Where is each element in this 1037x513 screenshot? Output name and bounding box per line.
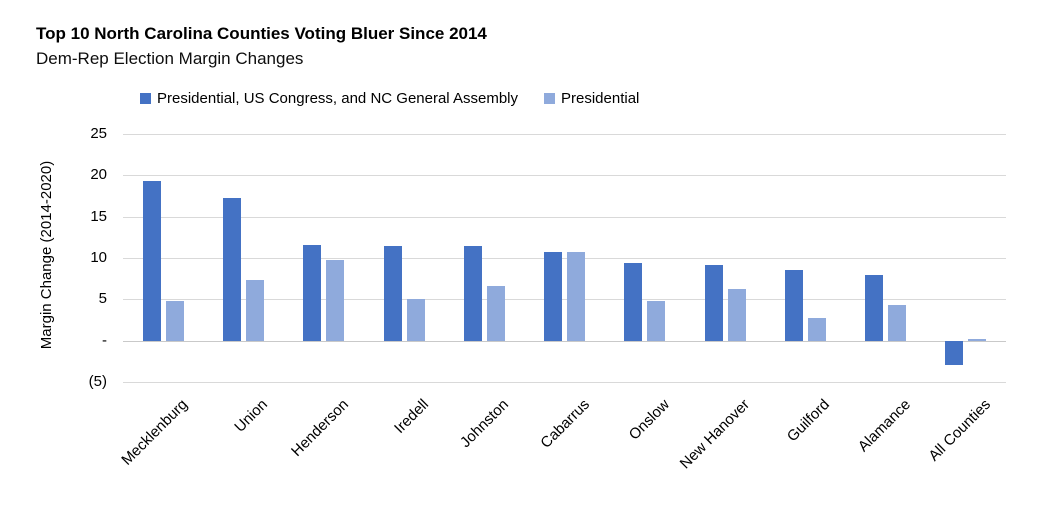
legend-label: Presidential (561, 90, 640, 107)
bar-congress-assembly (865, 275, 884, 341)
bar-presidential (647, 301, 666, 341)
bar-congress-assembly (463, 246, 482, 341)
bar-presidential (486, 286, 505, 341)
bar-congress-assembly (945, 340, 964, 366)
legend-swatch-dark-blue-icon (140, 93, 151, 104)
legend-item-presidential: Presidential (544, 90, 639, 107)
y-tick-label: 25 (90, 125, 107, 142)
y-tick-label: 5 (98, 290, 107, 308)
gridline (123, 340, 1006, 342)
bar-presidential (245, 280, 264, 341)
bar-presidential (807, 317, 826, 341)
gridline (123, 299, 1006, 301)
gridline (123, 134, 1006, 135)
bar-presidential (888, 305, 907, 341)
gridline (123, 216, 1006, 218)
bar-congress-assembly (142, 181, 161, 341)
legend-swatch-light-blue-icon (544, 93, 555, 104)
y-tick-label: 20 (90, 166, 107, 184)
bar-congress-assembly (544, 252, 562, 341)
gridline (123, 175, 1006, 177)
bar-presidential (968, 339, 987, 341)
bar-presidential (406, 299, 425, 341)
legend-label: Presidential, US Congress, and NC Genera… (157, 90, 518, 107)
y-tick-label: - (102, 331, 107, 349)
gridline (123, 382, 1006, 383)
y-axis-title: Margin Change (2014-2020) (38, 160, 55, 350)
legend: Presidential, US Congress, and NC Genera… (140, 90, 639, 107)
bar-congress-assembly (704, 265, 723, 341)
legend-item-congress-assembly: Presidential, US Congress, and NC Genera… (140, 90, 518, 107)
y-tick-label: (5) (88, 373, 107, 390)
bar-congress-assembly (383, 245, 402, 341)
bar-congress-assembly (303, 244, 322, 341)
y-tick-label: 10 (90, 249, 107, 266)
chart-title: Top 10 North Carolina Counties Voting Bl… (36, 24, 487, 43)
bar-presidential (727, 288, 746, 341)
y-tick-label: 15 (90, 207, 107, 225)
bar-congress-assembly (222, 197, 241, 341)
bar-congress-assembly (784, 270, 803, 341)
bar-presidential (326, 259, 345, 341)
bar-presidential (165, 301, 184, 341)
gridline (123, 258, 1006, 259)
bar-presidential (567, 252, 585, 341)
bar-congress-assembly (624, 263, 643, 341)
chart-subtitle: Dem-Rep Election Margin Changes (36, 49, 304, 68)
